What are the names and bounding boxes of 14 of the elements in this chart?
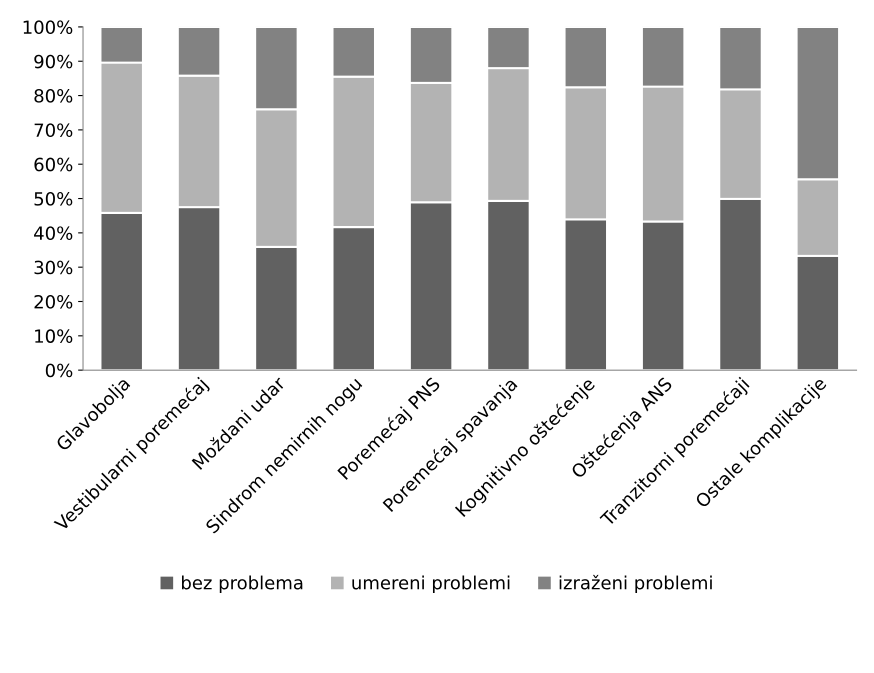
y-tick-label: 50% [34,192,72,206]
y-tick-label: 60% [34,158,72,172]
y-tick-label: 30% [34,260,72,274]
legend-label: izraženi problemi [560,574,712,594]
y-tick-label: 10% [35,329,72,343]
legend-label: umereni problemi [352,576,510,594]
legend-label: bez problema [182,576,302,594]
y-tick-label: 40% [34,226,72,240]
y-tick-label: 100% [24,20,72,34]
y-tick-label: 20% [34,294,72,309]
y-tick-label: 0% [46,364,72,378]
y-tick-label: 90% [34,54,72,68]
y-tick-label: 80% [34,89,72,103]
y-tick-label: 70% [34,123,72,138]
